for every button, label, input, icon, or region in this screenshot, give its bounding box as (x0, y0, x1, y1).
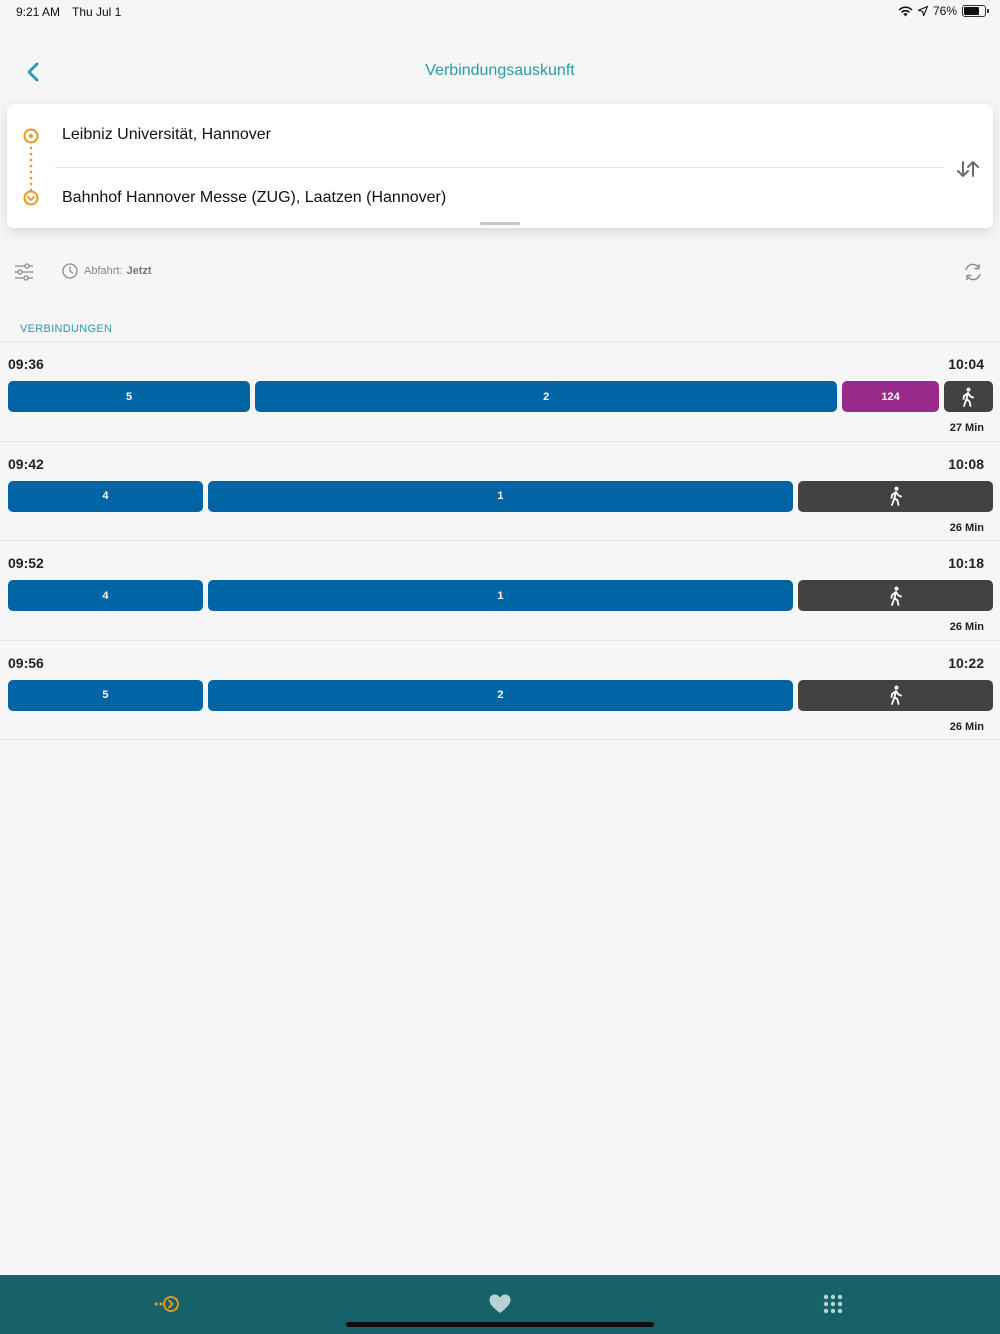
status-date: Thu Jul 1 (72, 5, 122, 19)
connection-row[interactable]: 09:52 10:18 4 1 26 Min (0, 541, 1000, 641)
route-divider (55, 167, 943, 168)
departure-time: 09:52 (8, 555, 44, 571)
nav-bar: Verbindungsauskunft (0, 50, 1000, 94)
walk-leg (943, 381, 993, 412)
destination-field[interactable]: Bahnhof Hannover Messe (ZUG), Laatzen (H… (62, 189, 447, 206)
walk-leg (798, 480, 993, 512)
route-line-icon (23, 128, 39, 206)
tram-line-leg: 2 (255, 381, 838, 412)
line-number: 2 (497, 689, 504, 701)
departure-time-selector[interactable]: Abfahrt: Jetzt (62, 263, 152, 279)
trip-duration: 26 Min (949, 720, 984, 733)
departure-time: 09:36 (8, 356, 44, 372)
departure-value: Jetzt (126, 265, 152, 277)
battery-percent: 76% (932, 4, 957, 18)
walking-person-icon (890, 486, 902, 506)
tram-line-leg: 1 (207, 580, 794, 611)
walk-leg (798, 679, 993, 711)
heart-icon (489, 1294, 511, 1313)
arrival-time: 10:08 (948, 455, 984, 472)
tram-line-leg: 5 (8, 381, 250, 412)
section-divider (0, 341, 1000, 342)
arrival-time: 10:04 (948, 356, 984, 372)
home-indicator (346, 1322, 654, 1327)
connection-row[interactable]: 09:56 10:22 5 2 26 Min (0, 641, 1000, 740)
line-number: 5 (125, 390, 133, 403)
trip-duration: 26 Min (949, 621, 984, 633)
tab-favorites[interactable] (485, 1291, 515, 1317)
chevron-left-icon (27, 62, 39, 82)
arrival-time: 10:22 (948, 654, 984, 671)
battery-icon (962, 5, 989, 17)
swap-route-button[interactable] (955, 158, 981, 180)
departure-label: Abfahrt: (84, 265, 123, 277)
arrival-time: 10:18 (948, 555, 984, 571)
connection-row[interactable]: 09:42 10:08 4 1 26 Min (0, 442, 1000, 541)
tram-line-leg: 4 (8, 580, 203, 611)
tab-bar (0, 1275, 1000, 1334)
refresh-icon (965, 263, 981, 281)
back-button[interactable] (20, 58, 48, 86)
walking-person-icon (890, 586, 902, 606)
status-right: 76% (898, 4, 989, 18)
tram-line-leg: 5 (8, 679, 203, 711)
departure-time: 09:56 (8, 654, 44, 671)
grid-menu-icon (823, 1294, 843, 1314)
line-number: 124 (881, 390, 900, 403)
sliders-icon (15, 263, 33, 281)
connections-list: 09:36 10:04 5 2 124 27 Min 09:42 10:08 4 1 26 Min 0… (0, 342, 1000, 740)
swap-arrows-icon (957, 161, 979, 177)
refresh-button[interactable] (962, 261, 984, 283)
trip-duration: 27 Min (949, 422, 984, 434)
section-title: VERBINDUNGEN (20, 323, 113, 335)
location-arrow-icon (917, 6, 928, 16)
tab-more[interactable] (818, 1291, 848, 1317)
tram-line-leg: 1 (207, 480, 794, 512)
origin-field[interactable]: Leibniz Universität, Hannover (62, 126, 271, 143)
status-bar: 9:21 AM Thu Jul 1 76% (0, 0, 1000, 24)
drag-handle[interactable] (480, 222, 520, 225)
tram-line-leg: 4 (8, 480, 203, 512)
line-number: 4 (102, 589, 109, 602)
walking-person-icon (890, 685, 902, 705)
page-title: Verbindungsauskunft (425, 62, 575, 79)
status-time: 9:21 AM (16, 5, 61, 19)
line-number: 5 (102, 689, 109, 701)
connection-row[interactable]: 09:36 10:04 5 2 124 27 Min (0, 342, 1000, 442)
battery-fill (964, 7, 980, 15)
filter-button[interactable] (14, 262, 34, 282)
clock-icon (62, 263, 78, 279)
route-search-icon (154, 1296, 179, 1312)
line-number: 4 (102, 490, 109, 502)
tab-route-search[interactable] (152, 1291, 182, 1317)
filter-row: Abfahrt: Jetzt (0, 258, 1000, 286)
bus-line-leg: 124 (842, 381, 939, 412)
departure-time: 09:42 (8, 455, 44, 472)
tram-line-leg: 2 (207, 679, 794, 711)
line-number: 1 (497, 589, 504, 602)
line-number: 1 (497, 490, 504, 502)
walk-leg (798, 580, 993, 611)
wifi-icon (898, 5, 913, 16)
line-number: 2 (543, 390, 550, 403)
route-card: Leibniz Universität, Hannover Bahnhof Ha… (7, 104, 993, 228)
journey-legs-bar: 5 2 124 (8, 381, 993, 412)
walking-person-icon (962, 387, 975, 407)
trip-duration: 26 Min (949, 521, 984, 534)
